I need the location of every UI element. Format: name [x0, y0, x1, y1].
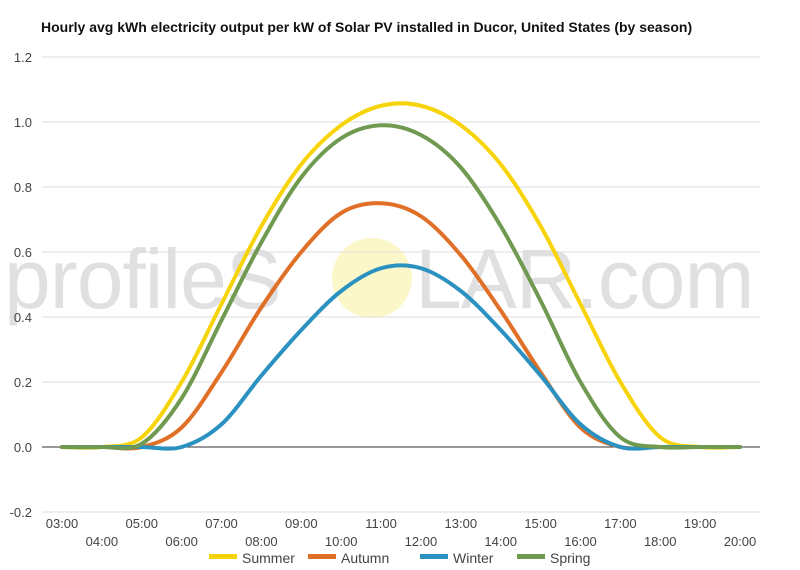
- x-tick-label: 05:00: [125, 516, 158, 531]
- x-tick-label: 07:00: [205, 516, 238, 531]
- x-tick-label: 09:00: [285, 516, 318, 531]
- y-tick-label: 0.6: [14, 245, 32, 260]
- legend-swatch: [308, 554, 336, 559]
- y-tick-label: 0.4: [14, 310, 32, 325]
- y-tick-label: 0.0: [14, 440, 32, 455]
- y-tick-label: 1.0: [14, 115, 32, 130]
- y-tick-label: 1.2: [14, 50, 32, 65]
- watermark-text-left: profileS: [4, 232, 281, 326]
- legend-item-autumn: Autumn: [308, 550, 389, 566]
- watermark-logo: profileS LAR.com: [4, 232, 754, 326]
- legend-label: Winter: [453, 550, 494, 566]
- x-tick-label: 04:00: [86, 534, 119, 549]
- y-tick-label: -0.2: [10, 505, 32, 520]
- y-tick-label: 0.8: [14, 180, 32, 195]
- y-tick-label: 0.2: [14, 375, 32, 390]
- x-tick-label: 20:00: [724, 534, 757, 549]
- x-tick-label: 03:00: [46, 516, 79, 531]
- legend-label: Autumn: [341, 550, 389, 566]
- legend-item-winter: Winter: [420, 550, 494, 566]
- legend-item-summer: Summer: [209, 550, 295, 566]
- x-tick-label: 14:00: [484, 534, 517, 549]
- legend-label: Summer: [242, 550, 295, 566]
- x-tick-label: 19:00: [684, 516, 717, 531]
- x-tick-label: 18:00: [644, 534, 677, 549]
- x-tick-label: 08:00: [245, 534, 278, 549]
- series-line-spring: [60, 123, 742, 451]
- chart-title: Hourly avg kWh electricity output per kW…: [41, 19, 693, 35]
- x-tick-label: 12:00: [405, 534, 438, 549]
- series-line-winter: [60, 263, 742, 451]
- legend-swatch: [517, 554, 545, 559]
- x-tick-label: 17:00: [604, 516, 637, 531]
- legend-item-spring: Spring: [517, 550, 590, 566]
- x-tick-label: 06:00: [165, 534, 198, 549]
- legend-swatch: [209, 554, 237, 559]
- x-tick-label: 10:00: [325, 534, 358, 549]
- series-line-summer: [60, 101, 742, 450]
- legend-swatch: [420, 554, 448, 559]
- x-tick-label: 11:00: [365, 516, 397, 531]
- x-tick-label: 16:00: [564, 534, 597, 549]
- x-tick-label: 13:00: [445, 516, 478, 531]
- x-tick-label: 15:00: [524, 516, 557, 531]
- watermark-sun-icon: [332, 238, 412, 318]
- legend-label: Spring: [550, 550, 590, 566]
